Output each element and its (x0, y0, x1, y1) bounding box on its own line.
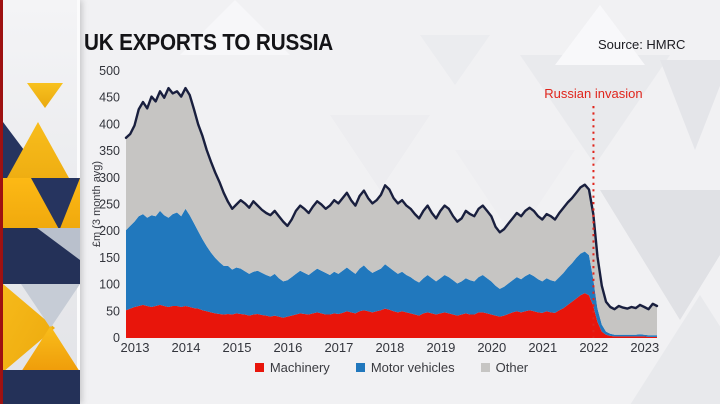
x-tick: 2017 (324, 340, 353, 355)
x-tick: 2023 (630, 340, 659, 355)
source-credit: Source: HMRC (598, 37, 686, 52)
y-tick: 500 (99, 64, 120, 78)
x-tick: 2014 (172, 340, 201, 355)
x-axis-labels: 2013 2014 2015 2016 2017 2018 2019 2020 2021 2022… (121, 340, 660, 355)
area-other (126, 88, 657, 336)
decorative-side-strip (3, 0, 80, 404)
deco-navy-band (3, 370, 80, 404)
legend-label: Other (495, 360, 529, 375)
total-line (124, 86, 659, 311)
x-tick: 2022 (579, 340, 608, 355)
x-tick: 2018 (375, 340, 404, 355)
chart-legend: Machinery Motor vehicles Other (126, 360, 657, 375)
y-axis-labels: 0 50 100 150 200 250 300 350 400 450 500 (99, 64, 120, 345)
page-title: UK EXPORTS TO RUSSIA (84, 29, 334, 55)
x-tick: 2013 (121, 340, 150, 355)
legend-label: Motor vehicles (370, 360, 455, 375)
machinery-swatch-icon (254, 363, 264, 372)
y-tick: 250 (99, 198, 120, 212)
x-tick: 2015 (223, 340, 252, 355)
legend-label: Machinery (269, 360, 330, 375)
motor-vehicles-swatch-icon (355, 363, 365, 372)
invasion-annotation: Russian invasion (544, 86, 643, 101)
area-machinery (126, 293, 657, 338)
x-tick: 2020 (477, 340, 506, 355)
y-tick: 350 (99, 144, 120, 158)
x-tick: 2016 (273, 340, 302, 355)
y-tick: 200 (99, 224, 120, 238)
y-tick: 150 (99, 251, 120, 265)
y-tick: 50 (106, 304, 120, 318)
y-tick: 300 (99, 171, 120, 185)
legend-item-machinery: Machinery (254, 360, 330, 375)
other-swatch-icon (480, 363, 490, 372)
legend-item-other: Other (480, 360, 529, 375)
y-tick: 0 (113, 331, 120, 345)
legend-item-motor-vehicles: Motor vehicles (355, 360, 455, 375)
red-edge-bar (0, 0, 3, 404)
x-tick: 2019 (426, 340, 455, 355)
y-tick: 450 (99, 91, 120, 105)
y-axis-title: £m (3 month avg) (91, 160, 103, 248)
chart-areas (126, 88, 657, 338)
y-tick: 100 (99, 278, 120, 292)
area-motor-vehicles (126, 208, 657, 337)
y-tick: 400 (99, 117, 120, 131)
x-tick: 2021 (528, 340, 557, 355)
